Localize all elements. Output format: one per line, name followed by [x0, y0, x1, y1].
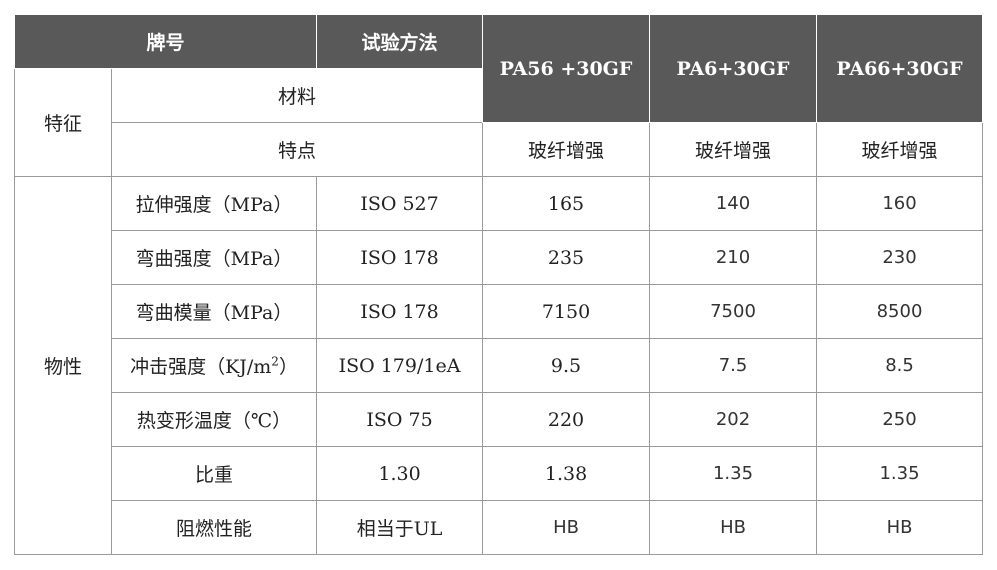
property-row: 弯曲强度（MPa） ISO 178 235 210 230 [15, 230, 984, 285]
value-cell: 8.5 [816, 338, 984, 393]
property-sup: 2 [271, 354, 279, 369]
table-body: 牌号 试验方法 PA56 +30GF PA6+30GF PA66+30GF 特征… [13, 14, 984, 555]
material-row: 特征 材料 [14, 68, 983, 177]
method-cell: ISO 178 [316, 230, 484, 285]
property-row: 比重 1.30 1.38 1.35 1.35 [15, 446, 984, 501]
property-cell: 比重 [110, 446, 318, 501]
header-row: 牌号 试验方法 PA56 +30GF PA6+30GF PA66+30GF [13, 14, 984, 123]
method-cell: 相当于UL [316, 500, 484, 555]
method-cell: ISO 178 [316, 284, 484, 339]
value-cell: 1.35 [649, 446, 818, 501]
property-cell: 弯曲模量（MPa） [110, 284, 318, 339]
value-cell: HB [816, 500, 984, 555]
feature-value: 玻纤增强 [482, 122, 651, 177]
value-cell: 7.5 [649, 338, 818, 393]
value-cell: 9.5 [482, 338, 651, 393]
value-cell: 7500 [649, 284, 818, 339]
method-cell: ISO 179/1eA [316, 338, 484, 393]
method-cell: 1.30 [316, 446, 484, 501]
grade-header: PA6+30GF [649, 14, 818, 123]
value-cell: 220 [482, 392, 651, 447]
value-cell: 1.38 [482, 446, 651, 501]
grade-header: PA56 +30GF [482, 14, 651, 123]
value-cell: HB [649, 500, 818, 555]
feature-row: 特点 玻纤增强 玻纤增强 玻纤增强 [15, 122, 984, 177]
value-cell: 230 [816, 230, 984, 285]
property-cell: 热变形温度（℃） [110, 392, 318, 447]
property-row: 物性 拉伸强度（MPa） ISO 527 165 140 160 [14, 176, 984, 555]
property-cell: 阻燃性能 [110, 500, 318, 555]
property-text: ） [278, 356, 298, 378]
value-cell: 250 [816, 392, 984, 447]
property-cell: 冲击强度（KJ/m2） [110, 338, 318, 393]
value-cell: 202 [649, 392, 818, 447]
property-row: 弯曲模量（MPa） ISO 178 7150 7500 8500 [15, 284, 984, 339]
property-cell: 弯曲强度（MPa） [110, 230, 318, 285]
group-cell: 物性 [14, 176, 112, 555]
value-cell: 7150 [482, 284, 651, 339]
value-cell: HB [482, 500, 651, 555]
property-text: 冲击强度（KJ/m [130, 356, 272, 378]
property-row: 阻燃性能 相当于UL HB HB HB [15, 500, 984, 555]
feature-label: 特点 [110, 122, 484, 177]
value-cell: 140 [649, 176, 818, 231]
header-cell: 牌号 [13, 14, 318, 69]
value-cell: 235 [482, 230, 651, 285]
property-row: 冲击强度（KJ/m2） ISO 179/1eA 9.5 7.5 8.5 [15, 338, 984, 393]
header-cell: 试验方法 [316, 14, 484, 69]
value-cell: 1.35 [816, 446, 984, 501]
value-cell: 165 [482, 176, 651, 231]
value-cell: 8500 [816, 284, 984, 339]
feature-value: 玻纤增强 [816, 122, 984, 177]
grade-header: PA66+30GF [816, 14, 984, 123]
value-cell: 160 [816, 176, 984, 231]
method-cell: ISO 75 [316, 392, 484, 447]
property-row: 热变形温度（℃） ISO 75 220 202 250 [15, 392, 984, 447]
material-cell: 材料 [110, 68, 484, 123]
value-cell: 210 [649, 230, 818, 285]
method-cell: ISO 527 [316, 176, 484, 231]
feature-value: 玻纤增强 [649, 122, 818, 177]
spec-table: 牌号 试验方法 PA56 +30GF PA6+30GF PA66+30GF 特征… [13, 14, 984, 555]
property-cell: 拉伸强度（MPa） [110, 176, 318, 231]
group-cell: 特征 [14, 68, 112, 177]
